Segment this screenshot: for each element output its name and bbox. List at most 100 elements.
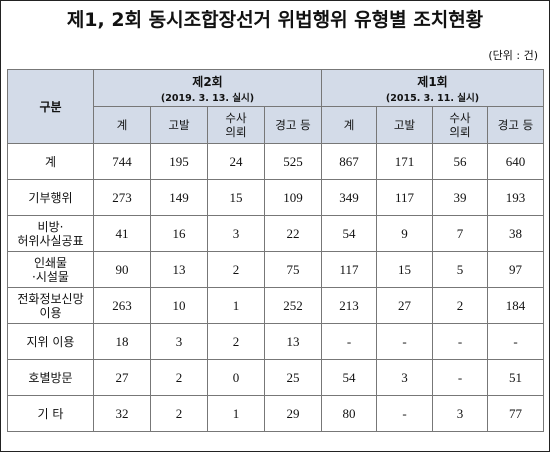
- row-label: 비방· 허위사실공표: [7, 215, 94, 252]
- value-cell: 56: [432, 143, 488, 180]
- value-cell: 9: [376, 215, 433, 252]
- row-label: 전화정보신망 이용: [7, 287, 94, 324]
- value-cell: 171: [376, 143, 433, 180]
- subheader-cell: 수사 의뢰: [432, 106, 488, 144]
- value-cell: 15: [376, 251, 433, 288]
- value-cell: 90: [93, 251, 151, 288]
- value-cell: 525: [264, 143, 322, 180]
- table-row: 기부행위 273 149 15 109 349 117 39 193: [7, 179, 544, 216]
- value-cell: 51: [487, 359, 544, 396]
- value-cell: 195: [150, 143, 208, 180]
- value-cell: 13: [150, 251, 208, 288]
- subheader-row: 계 고발 수사 의뢰 경고 등 계 고발 수사 의뢰 경고 등: [8, 106, 544, 144]
- value-cell: 39: [432, 179, 488, 216]
- value-cell: 867: [321, 143, 377, 180]
- value-cell: -: [376, 323, 433, 360]
- page-title: 제1, 2회 동시조합장선거 위법행위 유형별 조치현황: [66, 9, 484, 31]
- subheader-cell: 고발: [150, 106, 208, 144]
- table-row: 비방· 허위사실공표 41 16 3 22 54 9 7 38: [7, 215, 544, 252]
- value-cell: 16: [150, 215, 208, 252]
- value-cell: 273: [93, 179, 151, 216]
- value-cell: 80: [321, 395, 377, 432]
- value-cell: 7: [432, 215, 488, 252]
- value-cell: 184: [487, 287, 544, 324]
- header-group-1st: 제1회 (2015. 3. 11. 실시): [321, 69, 544, 107]
- subheader-cell: 계: [321, 106, 377, 144]
- value-cell: 54: [321, 215, 377, 252]
- value-cell: -: [487, 323, 544, 360]
- unit-note: (단위 : 건): [488, 49, 538, 62]
- value-cell: 2: [150, 359, 208, 396]
- subheader-cell: 경고 등: [264, 106, 322, 144]
- value-cell: 27: [93, 359, 151, 396]
- table-row: 계 744 195 24 525 867 171 56 640: [7, 143, 544, 180]
- subheader-cell: 수사 의뢰: [207, 106, 265, 144]
- value-cell: 0: [207, 359, 265, 396]
- table-row: 지위 이용 18 3 2 13- - - -: [7, 323, 544, 360]
- group-name: 제2회: [192, 74, 223, 89]
- value-cell: 41: [93, 215, 151, 252]
- value-cell: 13: [264, 323, 322, 360]
- value-cell: 349: [321, 179, 377, 216]
- group-name: 제1회: [417, 74, 448, 89]
- value-cell: 38: [487, 215, 544, 252]
- subheader-cell: 계: [93, 106, 151, 144]
- value-cell: 27: [376, 287, 433, 324]
- value-cell: 2: [432, 287, 488, 324]
- value-cell: 2: [150, 395, 208, 432]
- value-cell: 15: [207, 179, 265, 216]
- subheader-cell: 경고 등: [487, 106, 544, 144]
- subheader-cell: 고발: [376, 106, 433, 144]
- group-date: (2019. 3. 13. 실시): [160, 92, 255, 104]
- value-cell: 1: [207, 287, 265, 324]
- row-label: 기 타: [7, 395, 94, 432]
- row-label: 지위 이용: [7, 323, 94, 360]
- value-cell: 109: [264, 179, 322, 216]
- table-row: 호별방문 27 2 0 25 54 3-51: [7, 359, 544, 396]
- value-cell: 640: [487, 143, 544, 180]
- value-cell: 3: [376, 359, 433, 396]
- value-cell: 149: [150, 179, 208, 216]
- value-cell: 97: [487, 251, 544, 288]
- table-row: 기 타 32 2 1 29 80-3 77: [7, 395, 544, 432]
- value-cell: 263: [93, 287, 151, 324]
- table-row: 전화정보신망 이용 263 10 1 252 213 27 2 184: [7, 287, 544, 324]
- row-label: 인쇄물 ·시설물: [7, 251, 94, 288]
- value-cell: 77: [487, 395, 544, 432]
- row-label: 기부행위: [7, 179, 94, 216]
- value-cell: -: [432, 359, 488, 396]
- value-cell: 25: [264, 359, 322, 396]
- value-cell: 193: [487, 179, 544, 216]
- row-label: 호별방문: [7, 359, 94, 396]
- value-cell: 1: [207, 395, 265, 432]
- value-cell: 744: [93, 143, 151, 180]
- value-cell: 29: [264, 395, 322, 432]
- value-cell: 18: [93, 323, 151, 360]
- header-group-2nd: 제2회 (2019. 3. 13. 실시): [93, 69, 322, 107]
- value-cell: 32: [93, 395, 151, 432]
- value-cell: 24: [207, 143, 265, 180]
- stats-table: 구분 제2회 (2019. 3. 13. 실시) 제1회 (2015. 3. 1…: [7, 69, 544, 432]
- value-cell: 22: [264, 215, 322, 252]
- table-body: 계 744 195 24 525 867 171 56 640 기부행위 273 149 15 109 34…: [7, 143, 544, 432]
- value-cell: 10: [150, 287, 208, 324]
- value-cell: 3: [207, 215, 265, 252]
- table-row: 인쇄물 ·시설물 90 13 2 75 117 15 5 97: [7, 251, 544, 288]
- value-cell: 117: [376, 179, 433, 216]
- group-date: (2015. 3. 11. 실시): [385, 92, 480, 104]
- value-cell: -: [376, 395, 433, 432]
- header-category: 구분: [7, 69, 94, 144]
- value-cell: 213: [321, 287, 377, 324]
- value-cell: 5: [432, 251, 488, 288]
- value-cell: 117: [321, 251, 377, 288]
- row-label: 계: [7, 143, 94, 180]
- value-cell: 3: [150, 323, 208, 360]
- value-cell: -: [321, 323, 377, 360]
- value-cell: -: [432, 323, 488, 360]
- value-cell: 2: [207, 323, 265, 360]
- value-cell: 75: [264, 251, 322, 288]
- value-cell: 3: [432, 395, 488, 432]
- value-cell: 252: [264, 287, 322, 324]
- value-cell: 54: [321, 359, 377, 396]
- value-cell: 2: [207, 251, 265, 288]
